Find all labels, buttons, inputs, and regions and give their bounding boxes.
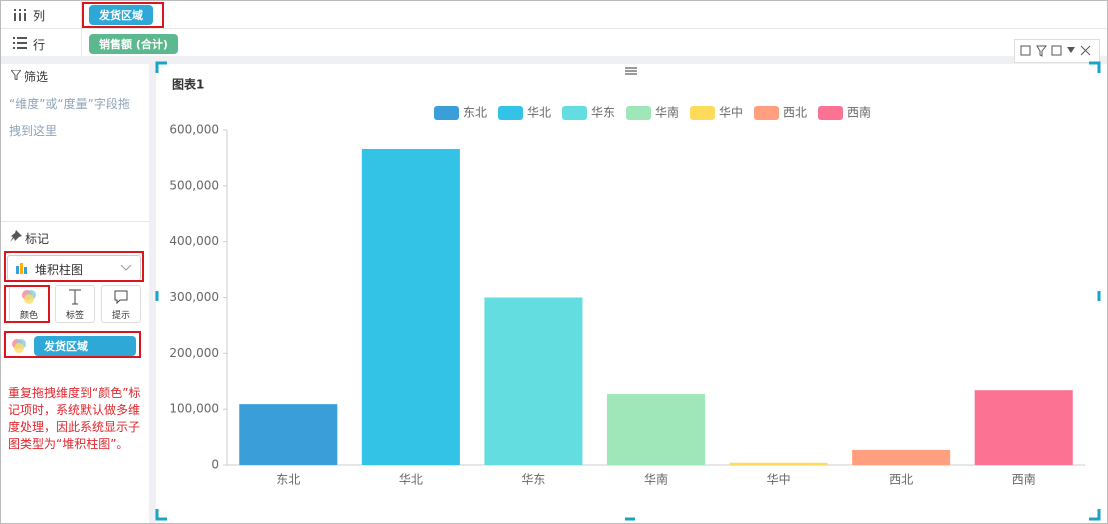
y-tick-label: 300,000 xyxy=(169,290,219,304)
x-tick-label: 西南 xyxy=(1012,472,1036,487)
color-button[interactable]: 颜色 xyxy=(9,285,49,323)
y-tick-label: 100,000 xyxy=(169,402,219,416)
legend-swatch xyxy=(626,106,651,120)
tooltip-icon xyxy=(114,290,128,304)
legend-label: 西南 xyxy=(847,105,871,120)
x-tick-label: 华南 xyxy=(644,472,668,487)
toolbar-icons[interactable] xyxy=(1015,40,1099,62)
toolbar xyxy=(1014,39,1100,63)
chart-title: 图表1 xyxy=(172,77,204,92)
filter-icon xyxy=(11,70,21,80)
color-icon xyxy=(22,290,36,304)
highlight xyxy=(4,285,50,323)
divider xyxy=(81,1,82,56)
mark-type: 堆积柱图 xyxy=(35,263,84,277)
y-tick-label: 400,000 xyxy=(169,234,219,248)
bar xyxy=(852,449,951,465)
pin-icon xyxy=(10,230,22,242)
bar-icon xyxy=(16,263,27,274)
filter-title: 筛选 xyxy=(11,68,48,85)
legend-label: 东北 xyxy=(463,106,487,120)
note: 重复拖拽维度到“颜色”标记项时，系统默认做多维度处理，因此系统显示子图类型为“堆… xyxy=(8,386,141,451)
button-label: 颜色 xyxy=(19,311,38,321)
x-tick-label: 东北 xyxy=(276,473,300,487)
rows-icon xyxy=(13,37,27,49)
legend-swatch xyxy=(498,106,523,120)
bar xyxy=(606,394,706,465)
divider xyxy=(1,28,1107,29)
legend-label: 华东 xyxy=(591,106,615,120)
legend-label: 华南 xyxy=(655,105,679,120)
y-tick-label: 500,000 xyxy=(169,178,219,192)
legend-swatch xyxy=(562,106,587,120)
filter-title-text: 筛选 xyxy=(24,70,49,84)
bar xyxy=(974,390,1073,465)
label-button[interactable]: 标签 xyxy=(55,285,95,323)
marks-title: 标记 xyxy=(25,232,50,246)
rows-label: 行 xyxy=(33,38,46,52)
divider xyxy=(1,221,149,222)
y-tick-label: 600,000 xyxy=(169,123,219,137)
bar xyxy=(239,404,338,465)
highlight xyxy=(4,251,144,282)
color-icon xyxy=(12,339,26,353)
text-icon xyxy=(69,289,81,305)
color-pill[interactable]: 发货区域 xyxy=(34,336,136,356)
highlight xyxy=(82,2,164,28)
legend-swatch xyxy=(690,106,715,120)
x-tick-label: 华北 xyxy=(399,473,423,487)
legend-label: 西北 xyxy=(783,106,807,120)
chevron xyxy=(120,264,132,271)
columns-pill[interactable]: 发货区域 xyxy=(89,5,153,25)
tooltip-button[interactable]: 提示 xyxy=(101,285,141,323)
columns-label: 列 xyxy=(33,9,46,23)
divider xyxy=(1,56,1107,64)
legend-label: 华中 xyxy=(719,105,743,120)
y-tick-label: 200,000 xyxy=(169,346,219,360)
legend-swatch xyxy=(434,106,459,120)
x-tick-label: 华东 xyxy=(521,473,545,487)
bar xyxy=(484,297,583,465)
bar xyxy=(361,148,460,465)
columns-icon xyxy=(14,9,26,21)
rows-pill[interactable]: 销售额 (合计) xyxy=(89,34,178,54)
highlight xyxy=(4,331,141,358)
legend-swatch xyxy=(754,106,779,120)
legend-label: 华北 xyxy=(527,106,551,120)
x-tick-label: 华中 xyxy=(767,472,791,487)
divider xyxy=(149,56,156,523)
button-label: 标签 xyxy=(65,311,84,321)
x-tick-label: 西北 xyxy=(889,473,913,487)
y-tick-label: 0 xyxy=(211,458,219,472)
legend-swatch xyxy=(818,106,843,120)
filter-hint: “维度”或“度量”字段拖拽到这里 xyxy=(9,97,130,138)
button-label: 提示 xyxy=(111,311,130,321)
bar xyxy=(729,462,828,465)
